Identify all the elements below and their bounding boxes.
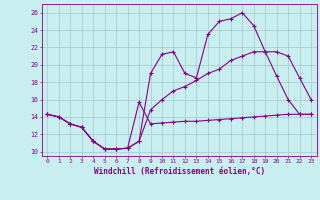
X-axis label: Windchill (Refroidissement éolien,°C): Windchill (Refroidissement éolien,°C)	[94, 167, 265, 176]
